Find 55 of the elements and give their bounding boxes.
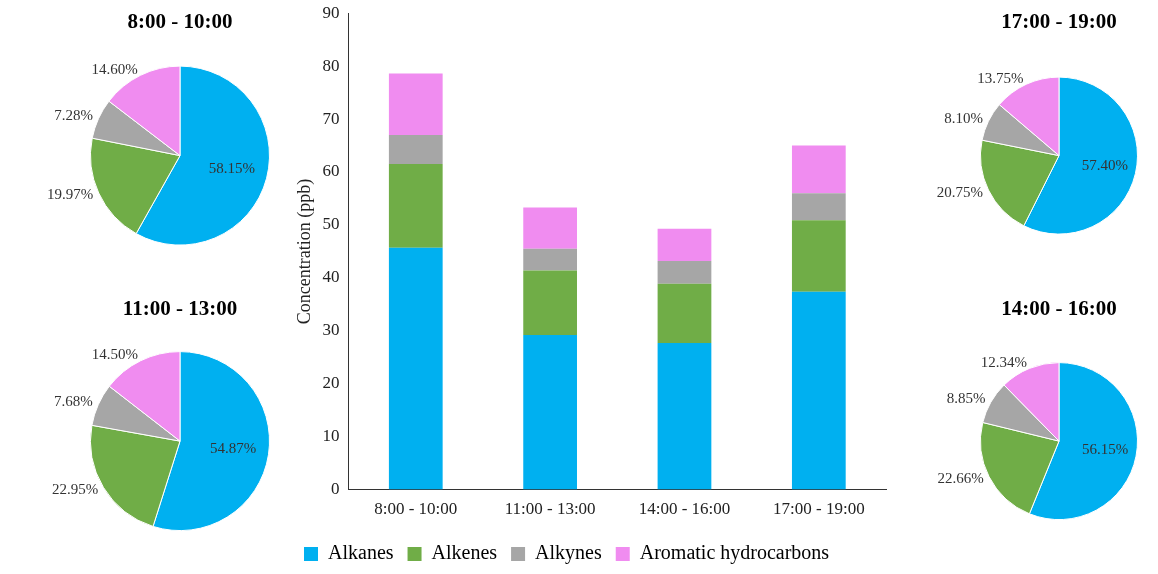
x-tick-label: 11:00 - 13:00: [504, 499, 596, 519]
data-label: 54.87%: [209, 440, 257, 457]
data-label: 58.15%: [208, 160, 256, 177]
y-axis-title: Concentration (ppb): [293, 178, 315, 325]
y-tick-label: 20: [322, 373, 340, 393]
y-tick-label: 50: [322, 214, 340, 234]
bar: [523, 207, 577, 249]
bar: [523, 335, 577, 490]
y-tick-label: 10: [322, 426, 340, 446]
y-tick-label: 40: [322, 267, 340, 287]
chart-title: 14:00 - 16:00: [1001, 296, 1117, 321]
bar: [388, 247, 443, 490]
data-label: 57.40%: [1081, 157, 1128, 174]
data-label: 22.66%: [937, 470, 984, 487]
data-label: 14.60%: [91, 60, 138, 77]
y-tick-label: 90: [322, 2, 340, 22]
x-tick-label: 17:00 - 19:00: [773, 499, 865, 519]
data-label: 19.97%: [47, 186, 94, 203]
y-tick-label: 30: [322, 320, 340, 340]
data-label: 7.28%: [54, 107, 93, 124]
x-tick-label: 8:00 - 10:00: [374, 499, 458, 519]
data-label: 12.34%: [980, 353, 1028, 370]
bar: [523, 270, 577, 336]
data-label: 8.10%: [944, 109, 983, 126]
bar: [657, 228, 712, 261]
bar: [388, 73, 443, 135]
x-tick-label: 14:00 - 16:00: [638, 499, 731, 519]
data-label: 13.75%: [977, 69, 1024, 86]
bar: [657, 283, 712, 343]
legend-label: Alkynes: [535, 541, 602, 565]
data-label: 56.15%: [1082, 441, 1129, 458]
y-tick-label: 0: [331, 479, 340, 499]
bar: [791, 291, 846, 490]
legend-label: Alkanes: [328, 541, 394, 564]
bar: [791, 145, 846, 194]
data-label: 14.50%: [91, 346, 138, 363]
bar: [657, 260, 712, 284]
legend-label: Aromatic hydrocarbons: [639, 541, 830, 565]
data-label: 7.68%: [53, 393, 93, 410]
bar: [388, 164, 443, 248]
y-tick-label: 80: [322, 55, 340, 75]
y-tick-label: 70: [322, 108, 340, 128]
bar: [523, 248, 577, 271]
data-label: 20.75%: [936, 183, 984, 200]
bar: [791, 193, 846, 221]
bar: [791, 220, 846, 292]
chart-title: 8:00 - 10:00: [127, 9, 233, 34]
bar: [657, 342, 712, 490]
data-label: 8.85%: [946, 390, 986, 407]
bar: [388, 134, 443, 165]
data-label: 22.95%: [52, 481, 99, 498]
y-tick-label: 60: [322, 161, 340, 181]
legend-label: Alkenes: [431, 541, 498, 564]
chart-title: 11:00 - 13:00: [122, 296, 238, 321]
chart-title: 17:00 - 19:00: [1001, 9, 1117, 34]
